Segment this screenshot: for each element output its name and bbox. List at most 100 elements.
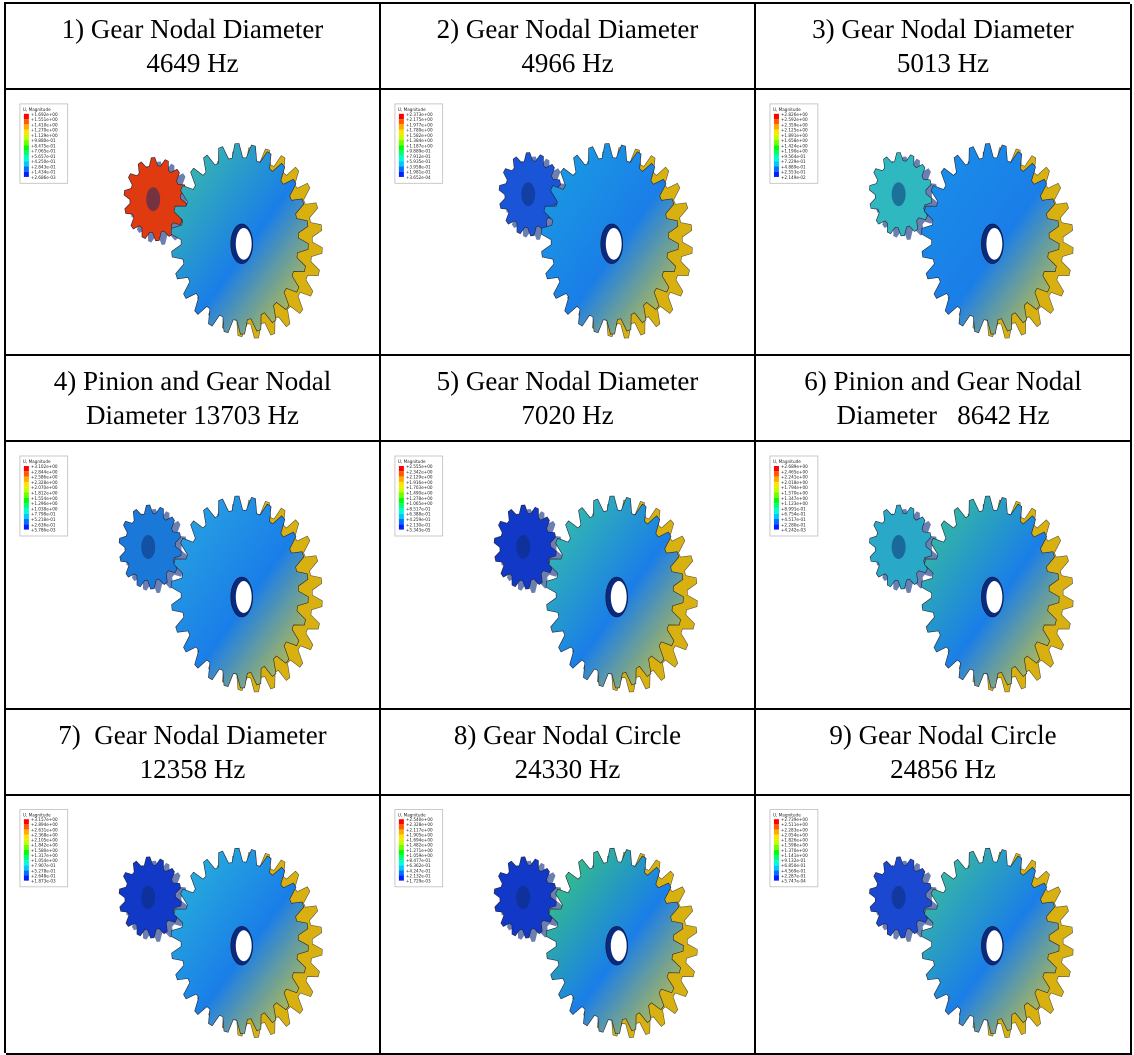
legend-swatch <box>773 855 779 861</box>
legend-swatch <box>23 503 29 509</box>
legend-swatch <box>773 865 779 871</box>
legend-value: +4.889e-01 <box>781 164 806 169</box>
legend-swatch <box>23 466 29 472</box>
color-legend: U, Magnitude+3.157e+00+2.894e+00+2.631e+… <box>19 809 69 888</box>
legend-value: +1.317e+00 <box>31 853 58 858</box>
legend-value: +2.844e+00 <box>31 469 58 474</box>
legend-value: +1.038e+00 <box>31 506 58 511</box>
legend-value: +6.362e-01 <box>406 863 431 868</box>
legend-swatch <box>23 849 29 856</box>
legend-value: +2.241e+00 <box>781 475 808 480</box>
legend-swatch <box>773 155 779 162</box>
legend-value: +2.328e+00 <box>406 822 433 827</box>
legend-value: +2.553e-01 <box>781 170 806 175</box>
legend-swatch <box>398 819 404 825</box>
legend-value: +2.586e+00 <box>31 475 58 480</box>
legend-swatch <box>23 819 29 825</box>
legend-value: +1.296e+00 <box>31 501 58 506</box>
color-legend: U, Magnitude+2.826e+00+2.592e+00+2.359e+… <box>769 103 819 184</box>
legend-swatch <box>773 870 779 876</box>
legend-swatch <box>23 166 29 172</box>
fea-render: U, Magnitude+3.157e+00+2.894e+00+2.631e+… <box>19 809 323 1038</box>
legend-value: +1.054e+00 <box>31 858 58 863</box>
legend-value: +5.278e-01 <box>31 868 56 873</box>
gear-pair <box>118 847 323 1038</box>
legend-swatch <box>23 497 29 504</box>
legend-value: +2.373e+00 <box>406 112 433 117</box>
legend-swatch <box>398 508 404 514</box>
legend-value: +1.059e+00 <box>406 853 433 858</box>
legend-value: +4.517e-01 <box>781 517 806 522</box>
legend-swatch <box>773 166 779 172</box>
legend-value: +2.280e-01 <box>781 522 806 527</box>
legend-swatch <box>773 824 779 830</box>
legend-value: +9.564e-01 <box>781 154 806 159</box>
legend-value: +2.843e-01 <box>31 164 56 169</box>
legend-value: +1.692e+00 <box>31 112 58 117</box>
color-legend: U, Magnitude+2.540e+00+2.328e+00+2.117e+… <box>394 809 444 888</box>
legend-value: +2.555e+00 <box>406 464 433 469</box>
legend-swatch <box>398 476 404 482</box>
legend-swatch <box>398 860 404 866</box>
legend-value: +1.271e+00 <box>406 848 433 853</box>
legend-swatch <box>398 865 404 871</box>
legend-title: U, Magnitude <box>23 812 51 817</box>
legend-value: +1.384e+00 <box>406 138 433 143</box>
legend-swatch <box>773 508 779 514</box>
gear-pair <box>869 143 1074 339</box>
legend-swatch <box>773 140 779 146</box>
gear-pair <box>498 143 693 339</box>
legend-swatch <box>398 471 404 477</box>
legend-swatch <box>23 870 29 876</box>
legend-swatch <box>398 140 404 146</box>
legend-value: +1.780e+00 <box>406 128 433 133</box>
legend-value: +1.729e-03 <box>406 879 431 884</box>
color-legend: U, Magnitude+2.689e+00+2.465e+00+2.241e+… <box>769 455 819 537</box>
legend-swatch <box>398 524 404 530</box>
legend-value: +1.812e+00 <box>31 490 58 495</box>
fea-render: U, Magnitude+2.826e+00+2.592e+00+2.359e+… <box>769 103 1074 339</box>
legend-swatch <box>773 145 779 151</box>
legend-value: +2.130e-01 <box>406 522 431 527</box>
caption-8: 8) Gear Nodal Circle 24330 Hz <box>381 710 756 796</box>
legend-value: +9.889e-01 <box>406 149 431 154</box>
legend-value: +4.250e-01 <box>31 159 56 164</box>
legend-swatch <box>398 113 404 120</box>
legend-value: +2.328e+00 <box>31 480 58 485</box>
mode-image-1: U, Magnitude +1.692e+00 +1.551e+00 +1.410e+… <box>6 90 381 356</box>
legend-value: +2.129e+00 <box>406 475 433 480</box>
legend-value: +2.511e+00 <box>781 822 808 827</box>
fea-render: U, Magnitude+2.540e+00+2.328e+00+2.117e+… <box>394 809 698 1038</box>
legend-swatch <box>23 487 29 493</box>
legend-value: +8.477e-01 <box>406 858 431 863</box>
legend-value: +2.105e+00 <box>31 838 58 843</box>
gear-pair <box>869 847 1074 1038</box>
legend-swatch <box>773 471 779 477</box>
legend-swatch <box>773 124 779 130</box>
legend-swatch <box>23 134 29 141</box>
legend-title: U, Magnitude <box>398 812 426 817</box>
mode-image-5: U, Magnitude +2.555e+00 +2.342e+00 +2.129e+… <box>381 442 756 710</box>
legend-value: +4.247e-01 <box>406 868 431 873</box>
legend-value: +1.977e+00 <box>406 122 433 127</box>
color-legend: U, Magnitude+2.373e+00+2.175e+00+1.977e+… <box>394 103 444 184</box>
legend-swatch <box>23 119 29 125</box>
legend-swatch <box>398 849 404 856</box>
legend-swatch <box>398 834 404 840</box>
mode-image-7: U, Magnitude +3.157e+00 +2.894e+00 +2.631e+… <box>6 796 381 1055</box>
legend-value: +2.686e-03 <box>31 175 56 180</box>
legend-value: +6.850e-01 <box>781 863 806 868</box>
legend-swatch <box>398 466 404 472</box>
color-legend: U, Magnitude+3.102e+00+2.844e+00+2.586e+… <box>19 455 69 537</box>
legend-swatch <box>23 839 29 845</box>
legend-value: +5.218e-01 <box>31 517 56 522</box>
legend-swatch <box>773 476 779 482</box>
legend-swatch <box>398 839 404 845</box>
legend-swatch <box>398 171 404 177</box>
legend-swatch <box>773 161 779 167</box>
legend-swatch <box>398 155 404 162</box>
legend-value: +9.880e-01 <box>31 138 56 143</box>
legend-value: +3.958e-01 <box>406 164 431 169</box>
legend-value: +2.689e+00 <box>781 464 808 469</box>
legend-swatch <box>398 129 404 135</box>
